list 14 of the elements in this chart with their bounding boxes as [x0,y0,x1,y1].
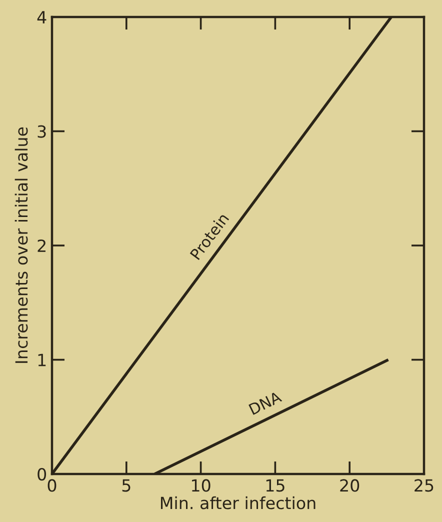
y-tick-label: 2 [38,239,46,252]
x-tick-label: 25 [414,479,434,492]
x-tick-label: 0 [48,479,56,492]
x-tick-label: 20 [340,479,360,492]
x-axis-title: Min. after infection [160,496,316,510]
y-axis-title: Increments over initial value [14,127,28,363]
y-tick-label: 3 [38,125,46,138]
y-tick-label: 1 [38,354,46,366]
y-tick-label: 4 [37,11,46,24]
x-tick-label: 5 [122,479,130,492]
x-tick-label: 10 [192,479,210,492]
x-tick-label: 15 [266,479,284,492]
y-tick-label: 0 [38,468,46,481]
text: DNA [248,390,282,415]
